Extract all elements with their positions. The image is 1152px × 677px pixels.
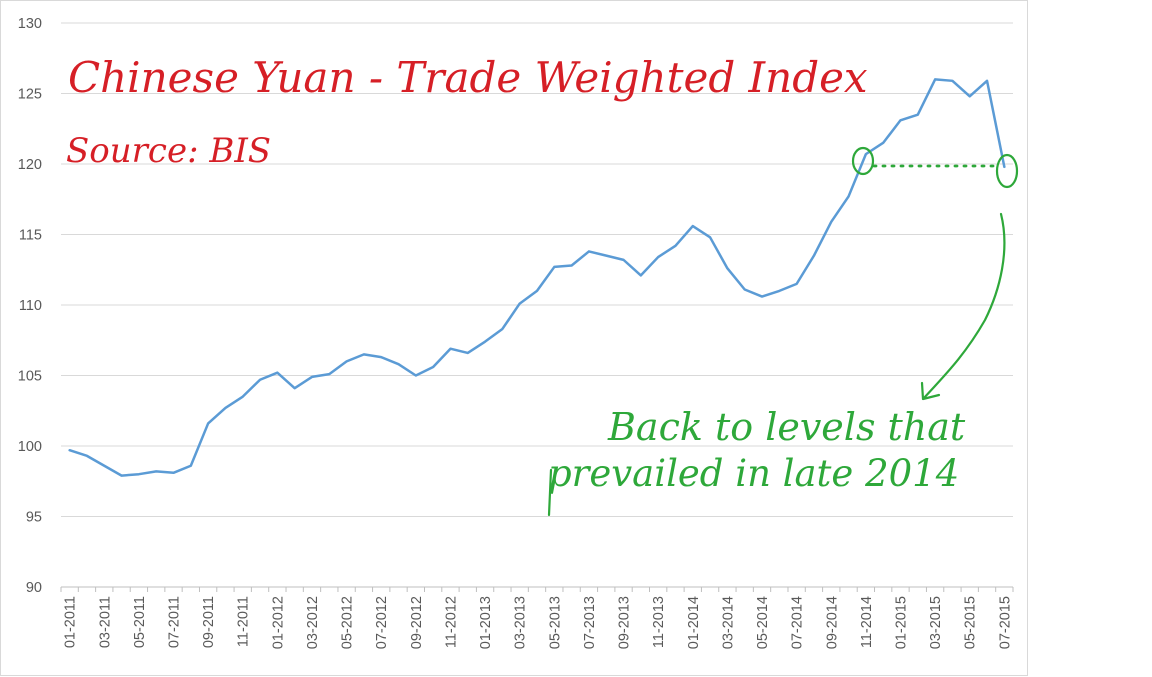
x-tick-label: 05-2014 bbox=[755, 596, 771, 649]
x-tick-label: 11-2013 bbox=[651, 596, 667, 648]
handwritten-note-line2: prevailed in late 2014 bbox=[548, 452, 959, 495]
x-tick-label: 05-2011 bbox=[132, 596, 148, 648]
series-line bbox=[68, 78, 1006, 477]
x-tick-label: 09-2012 bbox=[409, 596, 425, 649]
y-tick-label: 125 bbox=[18, 87, 42, 103]
circle-marker-late-2014 bbox=[851, 146, 875, 176]
x-tick-label: 01-2014 bbox=[686, 596, 702, 649]
arrow-head bbox=[920, 381, 941, 401]
pen-stroke bbox=[547, 468, 553, 517]
x-tick-label: 05-2013 bbox=[547, 596, 563, 649]
y-tick-label: 105 bbox=[18, 369, 42, 385]
x-tick-label: 01-2015 bbox=[893, 596, 909, 649]
x-tick-label: 09-2013 bbox=[617, 596, 633, 649]
x-axis: 01-2011 03-2011 05-2011 07-2011 09-2011 11-20… bbox=[60, 586, 1014, 649]
x-tick-label: 03-2012 bbox=[305, 596, 321, 649]
handwritten-source: Source: BIS bbox=[66, 131, 271, 171]
x-tick-label: 01-2011 bbox=[63, 596, 79, 648]
x-tick-label: 11-2012 bbox=[443, 596, 459, 648]
x-tick-label: 03-2014 bbox=[720, 596, 736, 649]
x-tick-label: 05-2012 bbox=[340, 596, 356, 649]
x-tick-label: 07-2012 bbox=[374, 596, 390, 649]
circle-marker-jul-2015 bbox=[995, 153, 1019, 189]
y-tick-label: 130 bbox=[18, 16, 42, 32]
chart-area-border bbox=[0, 0, 1028, 676]
arrow-shaft bbox=[922, 212, 1006, 400]
x-tick-label: 11-2011 bbox=[236, 596, 252, 647]
x-tick-label: 01-2012 bbox=[270, 596, 286, 649]
y-tick-label: 95 bbox=[26, 510, 42, 526]
x-tick-label: 09-2011 bbox=[201, 596, 217, 648]
x-tick-label: 07-2014 bbox=[790, 596, 806, 649]
series-layer bbox=[68, 78, 1006, 477]
x-tick-label: 07-2013 bbox=[582, 596, 598, 649]
x-tick-label: 01-2013 bbox=[478, 596, 494, 649]
handwritten-note-line1: Back to levels that bbox=[607, 405, 966, 449]
y-tick-label: 120 bbox=[18, 157, 42, 173]
green-markup bbox=[547, 146, 1019, 517]
y-axis-labels: 90 95 100 105 110 115 120 125 130 bbox=[18, 16, 42, 596]
x-tick-label: 03-2011 bbox=[97, 596, 113, 648]
x-tick-label: 09-2014 bbox=[824, 596, 840, 649]
x-tick-label: 03-2013 bbox=[513, 596, 529, 649]
handwritten-title: Chinese Yuan - Trade Weighted Index bbox=[68, 53, 868, 102]
x-tick-label: 03-2015 bbox=[928, 596, 944, 649]
y-tick-label: 115 bbox=[19, 228, 42, 244]
x-tick-label: 07-2015 bbox=[997, 596, 1013, 649]
y-tick-label: 100 bbox=[18, 439, 42, 455]
x-tick-label: 11-2014 bbox=[859, 596, 875, 648]
x-tick-label: 05-2015 bbox=[963, 596, 979, 649]
y-tick-label: 90 bbox=[26, 580, 42, 596]
x-tick-label: 07-2011 bbox=[167, 596, 183, 648]
y-tick-label: 110 bbox=[19, 298, 42, 314]
